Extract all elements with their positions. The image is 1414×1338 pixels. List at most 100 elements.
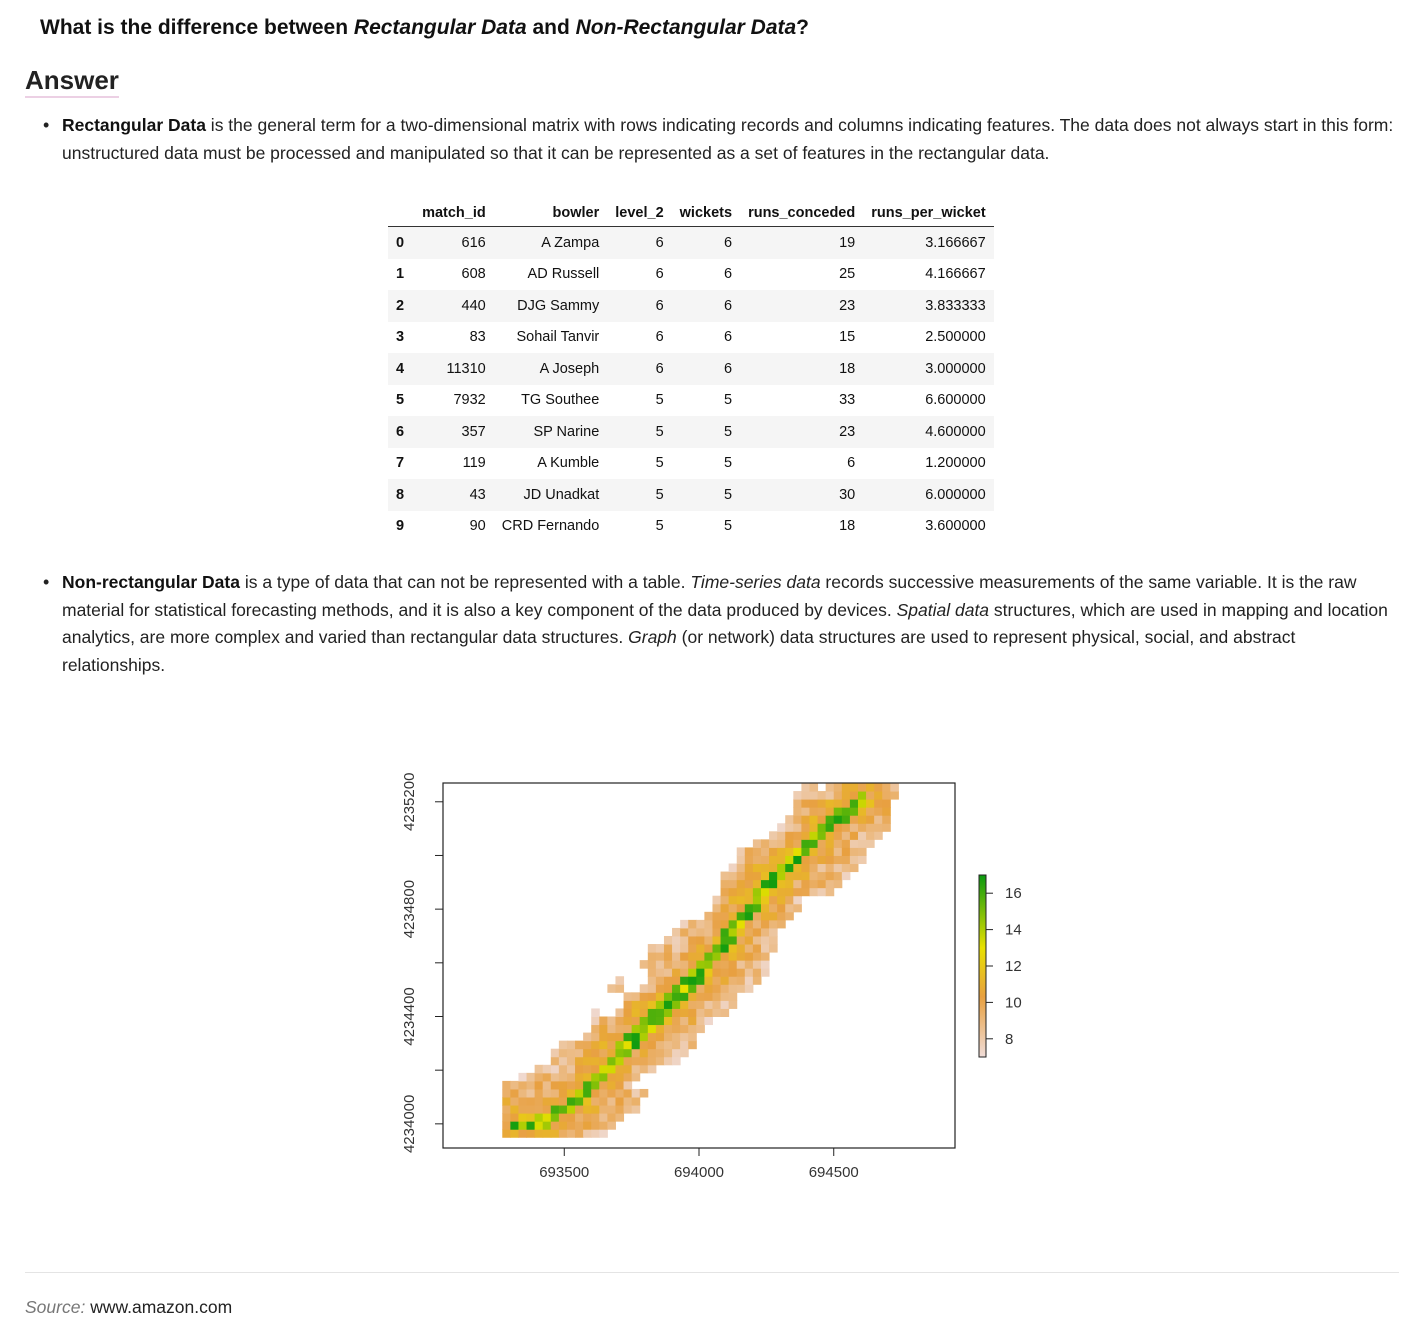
column-header: level_2 xyxy=(607,200,672,227)
raster-cell xyxy=(769,831,778,840)
raster-cell xyxy=(866,815,875,824)
raster-cell xyxy=(542,1080,552,1090)
column-header: match_id xyxy=(414,200,494,227)
raster-cell xyxy=(534,1113,544,1122)
raster-cell xyxy=(736,871,746,881)
raster-cell xyxy=(882,807,891,816)
raster-cell xyxy=(615,1072,625,1082)
raster-cell xyxy=(615,1056,625,1066)
raster-cell xyxy=(623,1040,633,1050)
raster-cell xyxy=(518,1105,528,1114)
raster-cell xyxy=(785,815,794,824)
raster-cell xyxy=(874,791,883,800)
raster-cell xyxy=(510,1129,519,1138)
footer-divider xyxy=(25,1272,1399,1273)
raster-cell xyxy=(793,903,802,913)
raster-cell xyxy=(809,863,819,873)
raster-cell xyxy=(841,815,851,824)
raster-cell xyxy=(728,895,738,905)
raster-cell xyxy=(720,976,730,985)
raster-cell xyxy=(631,1097,641,1106)
table-row: 0 616 A Zampa 6 6 19 3.166667 xyxy=(388,226,994,259)
table-cell: SP Narine xyxy=(533,423,600,440)
raster-cell xyxy=(680,927,689,937)
raster-cell xyxy=(817,799,827,808)
raster-cell xyxy=(744,847,754,856)
raster-cell xyxy=(777,895,786,905)
raster-cell xyxy=(744,855,754,865)
question-term-nonrectangular: Non-Rectangular Data xyxy=(575,16,797,39)
raster-cell xyxy=(663,960,673,969)
raster-cell xyxy=(720,992,730,1001)
raster-cell xyxy=(550,1113,560,1122)
raster-cell xyxy=(599,1121,608,1130)
raster-cell xyxy=(849,855,859,865)
raster-cell xyxy=(720,952,730,961)
y-tick-label: 4235200 xyxy=(401,773,418,831)
raster-cell xyxy=(874,807,883,816)
raster-cell xyxy=(720,919,730,929)
raster-cell xyxy=(736,927,746,937)
raster-cell xyxy=(526,1097,536,1106)
table-header: match_id bowler level_2 wickets runs_concede… xyxy=(388,200,994,227)
table-cell: 6 xyxy=(723,297,733,314)
raster-cell xyxy=(510,1088,519,1098)
raster-cell xyxy=(785,871,794,881)
raster-cell xyxy=(752,919,762,929)
raster-cell xyxy=(647,976,657,985)
raster-cell xyxy=(655,960,665,969)
raster-cell xyxy=(809,791,819,800)
raster-cell xyxy=(801,815,810,824)
question-heading: What is the difference between Rectangul… xyxy=(40,16,809,40)
raster-cell xyxy=(591,1056,600,1066)
raster-cell xyxy=(583,1097,592,1106)
raster-cell xyxy=(566,1056,576,1066)
raster-cell xyxy=(672,1032,681,1042)
raster-cell xyxy=(728,984,738,993)
raster-cell xyxy=(663,1024,673,1034)
raster-cell xyxy=(801,807,810,816)
raster-cell xyxy=(680,1008,689,1017)
raster-cell xyxy=(550,1105,560,1114)
row-index: 7 xyxy=(396,455,405,472)
row-index: 2 xyxy=(396,297,405,314)
raster-cell xyxy=(591,1048,600,1058)
raster-cell xyxy=(704,984,713,993)
raster-cell xyxy=(663,944,673,953)
raster-cell xyxy=(655,992,665,1001)
raster-cell xyxy=(688,984,697,993)
raster-cell xyxy=(615,1032,625,1042)
raster-cell xyxy=(712,960,722,969)
raster-cell xyxy=(744,976,754,985)
raster-cell xyxy=(623,1024,633,1034)
raster-cell xyxy=(623,1048,633,1058)
raster-cell xyxy=(841,831,851,840)
raster-cell xyxy=(566,1097,576,1106)
raster-cell xyxy=(623,1056,633,1066)
raster-cell xyxy=(736,952,746,961)
question-suffix: ? xyxy=(796,16,809,39)
raster-cell xyxy=(777,855,786,865)
raster-cell xyxy=(704,1016,713,1026)
raster-cell xyxy=(874,783,883,784)
raster-cell xyxy=(728,1000,738,1009)
raster-cell xyxy=(833,863,843,873)
raster-cell xyxy=(639,1000,649,1009)
table-cell: Sohail Tanvir xyxy=(516,329,600,346)
raster-cell xyxy=(809,799,819,808)
raster-cell xyxy=(769,903,778,913)
table-cell: DJG Sammy xyxy=(517,297,600,314)
raster-cell xyxy=(591,1121,600,1130)
raster-cell xyxy=(599,1056,608,1066)
raster-cell xyxy=(680,952,689,961)
raster-cell xyxy=(631,1048,641,1058)
table-cell: 6 xyxy=(723,266,733,283)
raster-cell xyxy=(809,807,819,816)
raster-cell xyxy=(599,1072,608,1082)
raster-cell xyxy=(510,1105,519,1114)
raster-cell xyxy=(526,1080,536,1090)
raster-cell xyxy=(720,895,730,905)
raster-cell xyxy=(857,807,867,816)
raster-cell xyxy=(760,855,770,865)
raster-cell xyxy=(534,1064,544,1074)
